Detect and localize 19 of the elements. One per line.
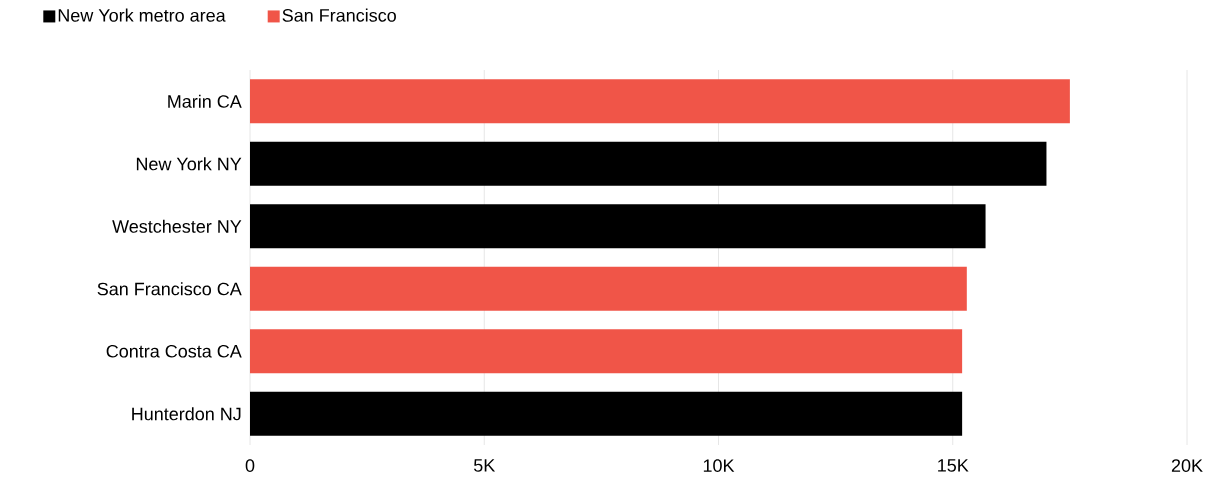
y-tick-label: Contra Costa CA: [106, 344, 242, 358]
x-tick-label: 20K: [1171, 459, 1203, 472]
bar: [250, 204, 986, 249]
x-tick-label: 10K: [703, 459, 735, 472]
y-tick-label: Marin CA: [168, 94, 242, 108]
bar: [250, 79, 1070, 124]
bar: [250, 391, 963, 436]
x-tick-label: 15K: [938, 459, 969, 472]
y-tick-label: Hunterdon NJ: [132, 407, 241, 421]
bar: [250, 329, 963, 374]
y-tick-label: Westchester NY: [112, 219, 242, 233]
y-tick-label: New York NY: [136, 157, 242, 171]
bar: [250, 266, 967, 311]
legend-label: San Francisco: [282, 8, 396, 22]
legend-label: New York metro area: [58, 8, 226, 22]
y-tick-label: San Francisco CA: [97, 282, 242, 296]
x-tick-label: 0: [245, 459, 255, 472]
bar: [250, 141, 1047, 186]
x-tick-label: 5K: [473, 459, 496, 472]
